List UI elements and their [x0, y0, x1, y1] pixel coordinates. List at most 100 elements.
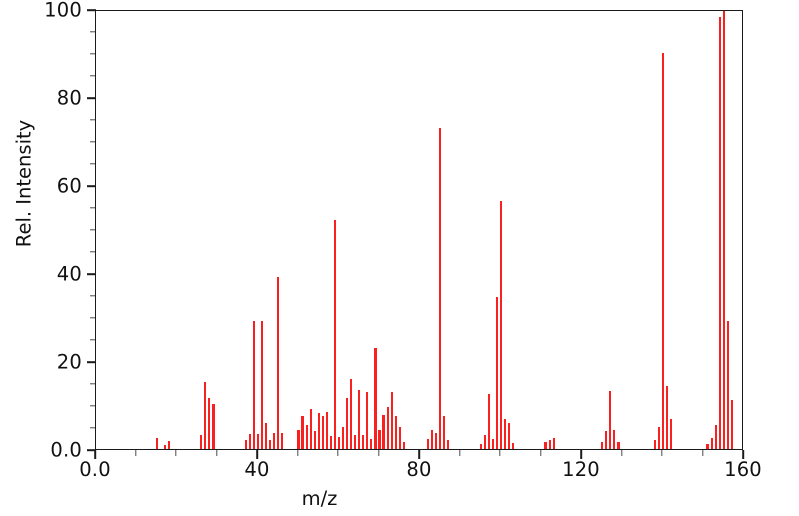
spectrum-peak	[491, 438, 494, 449]
spectrum-peak	[605, 431, 608, 449]
spectrum-peak	[657, 427, 661, 449]
y-tick-major	[87, 449, 96, 451]
spectrum-peak	[730, 400, 733, 449]
spectrum-peak	[374, 347, 377, 449]
spectrum-peak	[609, 391, 612, 449]
y-tick-minor	[90, 229, 96, 231]
spectrum-peak	[601, 441, 604, 449]
y-tick-minor	[90, 119, 96, 121]
spectrum-peak	[329, 435, 332, 449]
spectrum-peak	[382, 414, 385, 449]
x-tick-label: 120	[562, 458, 600, 481]
spectrum-peak	[483, 434, 486, 449]
spectrum-peak	[503, 419, 507, 449]
x-tick-minor	[377, 450, 380, 456]
x-tick-label: 0.0	[79, 458, 111, 481]
spectrum-peak	[265, 422, 268, 449]
spectrum-peak	[398, 427, 401, 449]
spectrum-peak	[544, 442, 547, 449]
spectrum-peak	[443, 415, 446, 449]
x-tick-label: 40	[244, 458, 270, 481]
y-tick-label: 20	[56, 350, 82, 374]
spectrum-peak	[402, 441, 405, 449]
spectrum-peak	[346, 398, 349, 449]
y-tick-label: 40	[56, 262, 82, 286]
spectrum-peak	[256, 433, 260, 449]
spectrum-peak	[726, 320, 729, 449]
x-tick-major	[94, 450, 96, 459]
spectrum-peak	[313, 431, 316, 449]
y-tick-minor	[90, 251, 96, 253]
spectrum-peak	[431, 430, 434, 449]
spectrum-peak	[244, 440, 247, 449]
spectrum-peak	[358, 390, 361, 449]
spectrum-peak	[390, 391, 393, 449]
spectrum-peak	[321, 415, 324, 449]
spectrum-peak	[427, 438, 430, 449]
x-tick-label: 80	[406, 458, 432, 481]
spectrum-peak	[378, 430, 381, 449]
spectrum-peak	[613, 430, 616, 449]
spectrum-peak	[499, 201, 503, 449]
spectrum-peak	[248, 434, 251, 449]
spectrum-peak	[260, 320, 264, 449]
spectrum-peak	[495, 297, 499, 449]
y-tick-major	[87, 185, 96, 187]
y-axis: 0.0 20 40 60 80 100	[0, 0, 96, 462]
spectrum-peak	[325, 411, 328, 449]
y-tick-minor	[90, 405, 96, 407]
spectrum-peak	[617, 442, 620, 449]
y-tick-minor	[90, 31, 96, 33]
y-tick-major	[87, 361, 96, 363]
x-tick-major	[256, 450, 258, 459]
y-tick-minor	[90, 163, 96, 165]
spectrum-peak	[722, 11, 725, 449]
x-tick-minor	[458, 450, 461, 456]
spectrum-peak	[297, 429, 300, 449]
spectrum-peak	[204, 381, 207, 449]
y-tick-major	[87, 273, 96, 275]
plot-area	[96, 11, 742, 449]
x-tick-minor	[215, 450, 218, 456]
spectrum-peak	[337, 436, 341, 449]
y-tick-major	[87, 97, 96, 99]
y-tick-minor	[90, 383, 96, 385]
spectrum-peak	[309, 408, 312, 449]
spectrum-peak	[479, 443, 482, 449]
x-tick-label: 160	[724, 458, 762, 481]
spectrum-peak	[273, 433, 276, 449]
spectrum-peak	[341, 427, 345, 449]
spectrum-peak	[394, 415, 397, 449]
spectrum-peak	[305, 424, 308, 449]
spectrum-peak	[665, 385, 669, 449]
spectrum-peak	[212, 404, 215, 449]
y-tick-label: 100	[44, 0, 82, 22]
spectrum-peak	[435, 433, 438, 449]
spectrum-peak	[333, 220, 337, 449]
spectrum-peak	[670, 419, 673, 449]
y-tick-minor	[90, 207, 96, 209]
spectrum-peak	[167, 441, 170, 449]
spectrum-peak	[155, 437, 158, 449]
spectrum-peak	[548, 439, 551, 449]
x-tick-minor	[701, 450, 704, 456]
y-tick-major	[87, 9, 96, 11]
x-tick-minor	[134, 450, 137, 456]
y-tick-minor	[90, 53, 96, 55]
spectrum-peak	[277, 277, 280, 449]
y-tick-minor	[90, 339, 96, 341]
spectrum-peak	[269, 440, 272, 449]
y-tick-label: 0.0	[50, 438, 82, 462]
spectrum-peak	[200, 435, 203, 449]
spectrum-peak	[508, 422, 511, 449]
plot-frame	[95, 10, 743, 450]
spectrum-peak	[370, 439, 373, 449]
spectrum-peak	[350, 378, 353, 449]
x-axis-label: m/z	[0, 487, 799, 510]
spectrum-peak	[487, 393, 490, 449]
x-tick-major	[580, 450, 582, 459]
y-tick-minor	[90, 75, 96, 77]
spectrum-peak	[354, 434, 357, 449]
spectrum-peak	[163, 444, 166, 449]
